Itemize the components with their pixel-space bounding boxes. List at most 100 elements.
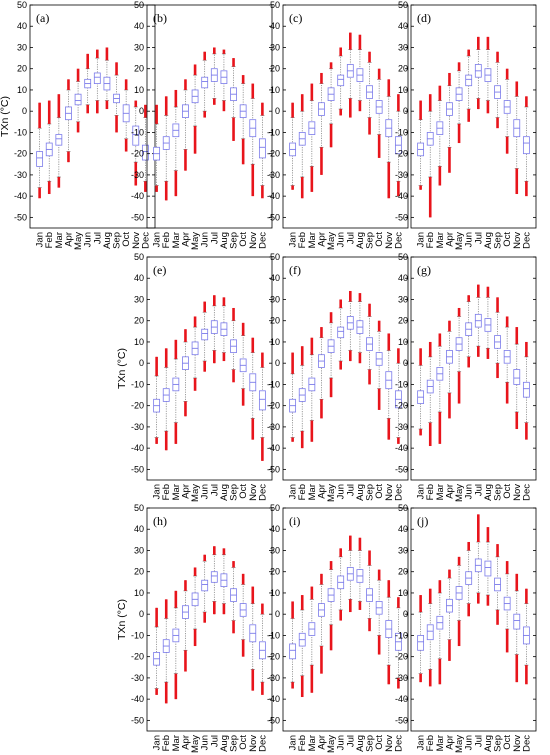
iqr-box xyxy=(465,74,473,87)
x-tick-label: Jan xyxy=(152,232,163,247)
y-tick-label: -20 xyxy=(395,652,408,662)
y-tick-label: 50 xyxy=(134,503,144,513)
y-tick-label: 0 xyxy=(403,106,408,116)
x-tick-label: Apr xyxy=(316,484,327,499)
y-tick-label: 10 xyxy=(398,337,408,347)
y-tick-label: -10 xyxy=(267,127,280,137)
x-tick-label: Oct xyxy=(502,484,513,499)
y-axis-title: TXn (°C) xyxy=(116,599,128,640)
y-tick-label: -10 xyxy=(395,127,408,137)
y-tick-label: -10 xyxy=(14,127,27,137)
y-tick-label: 30 xyxy=(398,545,408,555)
y-tick-label: 20 xyxy=(134,64,144,74)
x-tick-label: Jan xyxy=(288,735,299,750)
iqr-box xyxy=(258,390,266,411)
y-tick-label: -30 xyxy=(267,422,280,432)
x-tick-label: Aug xyxy=(102,232,113,249)
x-tick-label: Oct xyxy=(374,484,385,499)
x-tick-label: Jun xyxy=(83,232,94,247)
y-tick-label: 40 xyxy=(134,273,144,283)
x-tick-label: Mar xyxy=(171,484,182,500)
y-tick-label: 10 xyxy=(134,337,144,347)
y-tick-label: 10 xyxy=(270,588,280,598)
y-tick-label: -50 xyxy=(267,715,280,725)
y-tick-label: 20 xyxy=(398,567,408,577)
y-tick-label: -40 xyxy=(267,191,280,201)
y-tick-label: 50 xyxy=(134,0,144,10)
iqr-box xyxy=(513,369,521,385)
x-tick-label: Feb xyxy=(425,735,436,751)
y-tick-label: 0 xyxy=(139,358,144,368)
iqr-box xyxy=(141,144,149,161)
x-tick-label: Mar xyxy=(54,232,65,248)
x-tick-label: Oct xyxy=(238,232,249,247)
panel-label: (d) xyxy=(417,11,431,25)
panel-f: -50 -40 -30 -20 -10 0 10 20 30 40 50 (f) JanFebMarAp… xyxy=(267,252,409,502)
y-tick-label: -50 xyxy=(395,464,408,474)
x-tick-label: Mar xyxy=(307,232,318,248)
x-tick-label: Jun xyxy=(200,232,211,247)
x-tick-label: Aug xyxy=(355,232,366,249)
x-tick-label: Oct xyxy=(238,735,249,750)
iqr-box xyxy=(289,643,297,660)
plot-frame xyxy=(146,507,273,732)
x-tick-label: Jul xyxy=(345,484,356,496)
y-tick-label: -20 xyxy=(267,652,280,662)
y-tick-label: -10 xyxy=(131,379,144,389)
y-tick-label: 30 xyxy=(134,294,144,304)
x-tick-label: Feb xyxy=(161,484,172,500)
y-tick-label: -40 xyxy=(395,443,408,453)
x-tick-label: Jan xyxy=(288,484,299,499)
y-tick-label: -20 xyxy=(131,149,144,159)
x-tick-label: Jan xyxy=(288,232,299,247)
y-tick-label: 0 xyxy=(403,609,408,619)
x-tick-label: Mar xyxy=(435,484,446,500)
y-tick-label: -10 xyxy=(395,379,408,389)
x-tick-label: Apr xyxy=(444,484,455,499)
y-tick-label: 40 xyxy=(398,524,408,534)
y-tick-label: -50 xyxy=(131,464,144,474)
x-tick-label: Mar xyxy=(171,232,182,248)
x-tick-label: Nov xyxy=(384,735,395,752)
x-tick-label: Aug xyxy=(483,232,494,249)
iqr-box xyxy=(258,138,266,159)
y-tick-label: 20 xyxy=(134,316,144,326)
x-tick-label: Aug xyxy=(219,484,230,501)
y-tick-label: 50 xyxy=(270,0,280,10)
y-tick-label: -30 xyxy=(395,422,408,432)
y-tick-label: -40 xyxy=(131,694,144,704)
x-tick-label: Oct xyxy=(121,232,132,247)
y-tick-label: 30 xyxy=(17,42,27,52)
iqr-box xyxy=(74,93,82,106)
x-tick-label: Sep xyxy=(365,232,376,249)
x-tick-label: Jun xyxy=(464,232,475,247)
x-tick-label: Feb xyxy=(297,735,308,751)
iqr-box xyxy=(522,136,530,155)
x-tick-label: Dec xyxy=(521,735,532,752)
panel-j: -50 -40 -30 -20 -10 0 10 20 30 40 50 (j) JanFebMarAp… xyxy=(395,503,537,753)
x-tick-label: May xyxy=(190,232,201,250)
x-tick-label: Jan xyxy=(35,232,46,247)
iqr-box xyxy=(337,326,345,339)
x-tick-label: Jan xyxy=(416,735,427,750)
plot-frame xyxy=(282,4,409,229)
y-tick-label: 20 xyxy=(17,64,27,74)
plot-frame xyxy=(410,507,537,732)
y-tick-label: 50 xyxy=(134,252,144,262)
y-tick-label: -20 xyxy=(395,149,408,159)
y-tick-label: -20 xyxy=(267,401,280,411)
y-tick-label: 30 xyxy=(270,294,280,304)
iqr-box xyxy=(210,571,218,583)
x-tick-label: Jul xyxy=(209,484,220,496)
x-tick-label: Sep xyxy=(493,735,504,752)
x-tick-label: Feb xyxy=(161,735,172,751)
y-tick-label: -40 xyxy=(395,694,408,704)
x-tick-label: Nov xyxy=(512,232,523,249)
y-tick-label: -20 xyxy=(131,652,144,662)
x-tick-label: Aug xyxy=(219,735,230,752)
panel-label: (g) xyxy=(417,263,431,277)
y-tick-label: -50 xyxy=(131,212,144,222)
x-tick-label: Aug xyxy=(355,484,366,501)
y-tick-label: -30 xyxy=(131,422,144,432)
